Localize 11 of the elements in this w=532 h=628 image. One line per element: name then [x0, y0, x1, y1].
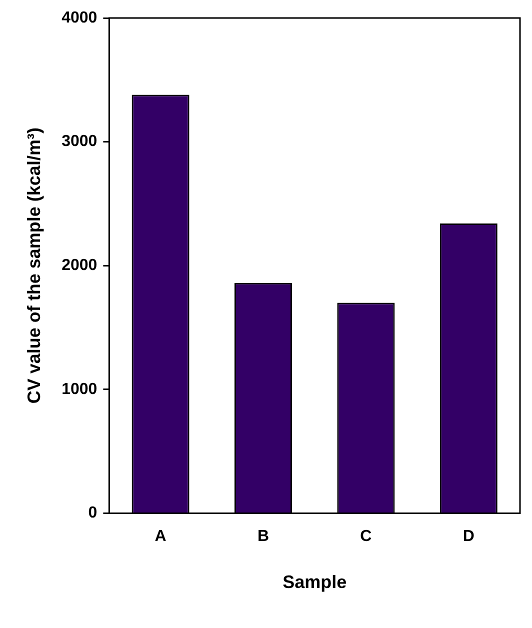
y-tick-label: 3000	[62, 133, 98, 150]
y-tick-label: 2000	[62, 257, 98, 274]
x-tick-label: B	[257, 528, 270, 546]
x-tick-label: D	[462, 528, 474, 546]
x-tick-label: A	[154, 528, 167, 546]
y-tick-label: 0	[88, 504, 98, 522]
y-axis-title: CV value of the sample (kcal/m³)	[24, 128, 44, 404]
y-tick-label: 1000	[62, 380, 98, 398]
y-tick-label: 4000	[62, 9, 98, 26]
x-tick-label: C	[360, 528, 372, 546]
x-axis-title: Sample	[282, 572, 347, 592]
